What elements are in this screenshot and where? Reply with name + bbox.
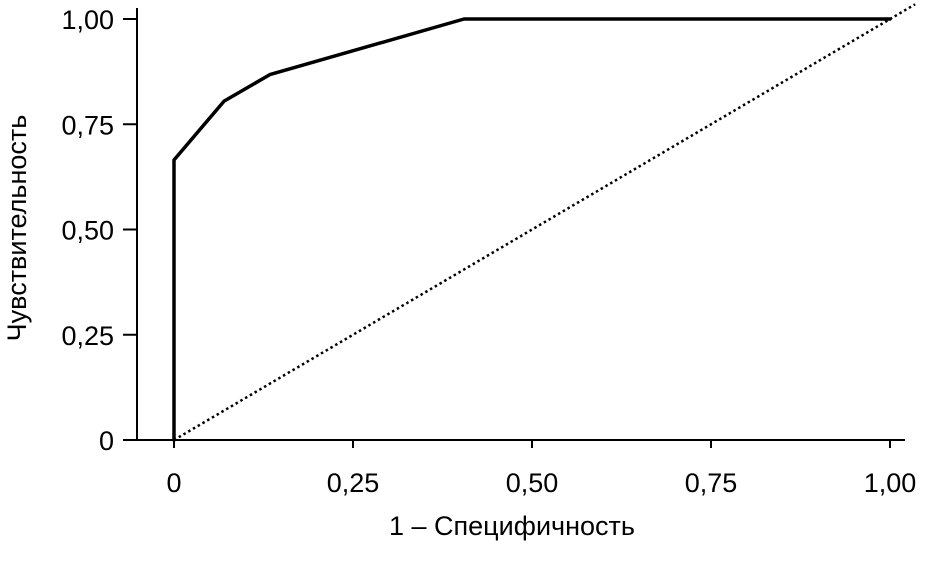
y-tick-label: 0,75: [61, 110, 114, 140]
x-tick-label: 0,50: [506, 468, 559, 498]
reference-diagonal-line: [173, 3, 916, 442]
x-tick-label: 0,25: [327, 468, 380, 498]
x-axis-ticks: 0 0,25 0,50 0,75 1,00: [166, 440, 916, 498]
x-tick-label: 0,75: [685, 468, 738, 498]
y-tick-label: 0,25: [61, 321, 114, 351]
y-axis-title: Чувствительность: [2, 115, 32, 342]
x-tick-label: 1,00: [864, 468, 917, 498]
plot-area: [172, 3, 916, 442]
y-tick-label: 0: [99, 426, 114, 456]
y-axis-ticks: 0 0,25 0,50 0,75 1,00: [61, 5, 137, 456]
x-axis-title: 1 – Специфичность: [389, 511, 635, 541]
y-tick-label: 1,00: [61, 5, 114, 35]
y-tick-label: 0,50: [61, 216, 114, 246]
roc-curve-line: [172, 17, 892, 442]
x-tick-label: 0: [166, 468, 181, 498]
